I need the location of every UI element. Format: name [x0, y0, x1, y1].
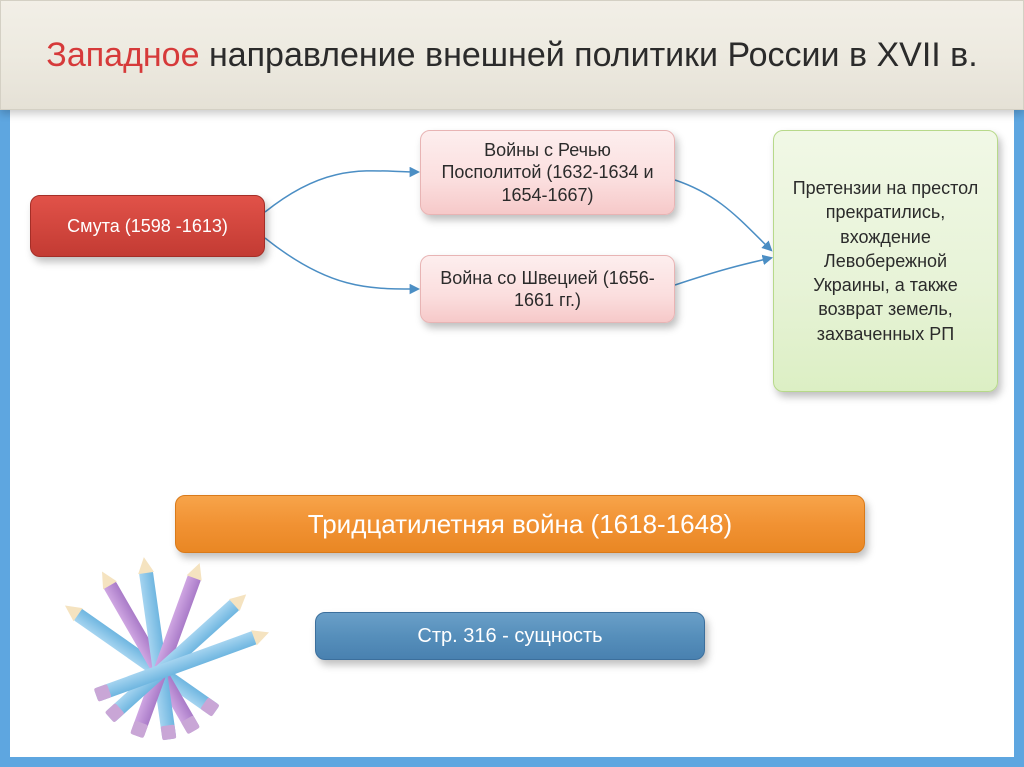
- node-result: Претензии на престол прекратились, вхожд…: [773, 130, 998, 392]
- title-highlighted: Западное: [46, 36, 199, 74]
- node-poland-label: Войны с Речью Посполитой (1632-1634 и 16…: [433, 139, 662, 207]
- node-sweden: Война со Швецией (1656-1661 гг.): [420, 255, 675, 323]
- node-smuta: Смута (1598 -1613): [30, 195, 265, 257]
- bar-thirty_years: Тридцатилетняя война (1618-1648): [175, 495, 865, 553]
- bar-thirty_years-label: Тридцатилетняя война (1618-1648): [308, 509, 732, 540]
- pencils-decoration: [70, 570, 250, 740]
- title-rest: направление внешней политики России в XV…: [200, 36, 978, 74]
- bar-page_ref: Стр. 316 - сущность: [315, 612, 705, 660]
- node-sweden-label: Война со Швецией (1656-1661 гг.): [433, 267, 662, 312]
- node-smuta-label: Смута (1598 -1613): [67, 216, 228, 237]
- slide-title: Западное направление внешней политики Ро…: [0, 0, 1024, 110]
- node-result-label: Претензии на престол прекратились, вхожд…: [786, 176, 985, 346]
- bar-page_ref-label: Стр. 316 - сущность: [417, 625, 602, 648]
- node-poland: Войны с Речью Посполитой (1632-1634 и 16…: [420, 130, 675, 215]
